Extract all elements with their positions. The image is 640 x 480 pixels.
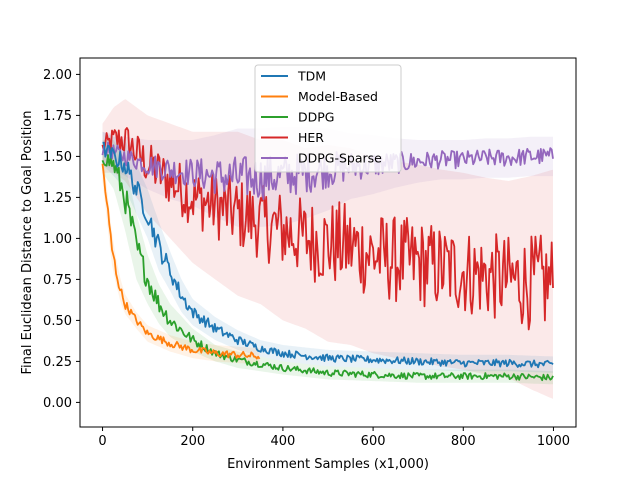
y-tick-label: 1.75 [43, 109, 72, 124]
y-tick-label: 1.25 [43, 191, 72, 206]
x-axis-label: Environment Samples (x1,000) [227, 457, 429, 472]
y-axis: 0.00 0.25 0.50 0.75 1.00 1.25 1.50 1.75 2.00 [43, 68, 80, 411]
y-tick-label: 0.75 [43, 273, 72, 288]
y-tick-label: 0.50 [43, 314, 72, 329]
legend-label-ddpg: DDPG [298, 110, 334, 125]
series-lines [101, 127, 554, 382]
series-line-tdm [102, 141, 554, 369]
legend-label-ddpg-sparse: DDPG-Sparse [298, 151, 382, 166]
x-axis: 0 200 400 600 800 1000 [98, 427, 570, 449]
series-line-model-based [101, 163, 261, 360]
legend-label-model-based: Model-Based [298, 89, 378, 104]
x-tick-label: 400 [270, 434, 295, 449]
x-tick-label: 0 [98, 434, 106, 449]
y-tick-label: 1.00 [43, 232, 72, 247]
legend-label-tdm: TDM [297, 69, 326, 84]
series-line-ddpg [101, 154, 554, 382]
legend-box [254, 64, 402, 173]
x-tick-label: 800 [451, 434, 476, 449]
series-line-ddpg-sparse [101, 141, 554, 201]
y-tick-label: 0.00 [43, 396, 72, 411]
x-tick-label: 200 [180, 434, 205, 449]
series-line-her [101, 127, 554, 331]
x-tick-label: 600 [361, 434, 386, 449]
x-tick-label: 1000 [537, 434, 570, 449]
legend: TDM Model-Based DDPG HER DDPG-Sparse [254, 64, 402, 173]
legend-label-her: HER [298, 130, 324, 145]
plot-frame [79, 57, 577, 428]
y-tick-label: 1.50 [43, 150, 72, 165]
y-tick-label: 0.25 [43, 355, 72, 370]
y-axis-label: Final Euclidean Distance to Goal Positio… [20, 110, 35, 374]
y-tick-label: 2.00 [43, 68, 72, 83]
